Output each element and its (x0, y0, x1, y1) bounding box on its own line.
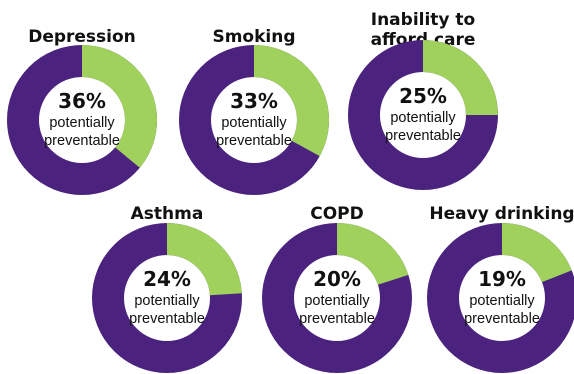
donut-value-slice (337, 223, 409, 285)
preventable-label: preventable (385, 128, 461, 144)
chart-title: Inability to (371, 10, 475, 30)
preventable-label: potentially (49, 115, 115, 131)
preventable-label: potentially (390, 110, 456, 126)
chart-title: Smoking (212, 27, 295, 47)
preventable-label: potentially (304, 293, 370, 309)
donut-value-slice (167, 223, 242, 296)
donut-chart: Depression 36% potentially preventable (7, 27, 157, 195)
preventable-label: potentially (134, 293, 200, 309)
chart-title: Heavy drinking (429, 204, 574, 224)
preventable-label: preventable (44, 133, 120, 149)
preventable-label: preventable (299, 311, 375, 327)
donut-value-slice (82, 45, 157, 168)
percent-label: 33% (230, 89, 278, 113)
preventable-label: preventable (464, 311, 540, 327)
preventable-label: potentially (221, 115, 287, 131)
donut-value-slice (423, 40, 498, 115)
preventable-label: preventable (216, 133, 292, 149)
donut-chart: Heavy drinking 19% potentially preventable (427, 204, 574, 373)
percent-label: 19% (478, 267, 526, 291)
donut-value-slice (254, 45, 330, 157)
chart-title: COPD (310, 204, 364, 224)
donut-chart: Smoking 33% potentially preventable (179, 27, 330, 195)
donut-value-slice (502, 223, 572, 283)
percent-label: 25% (399, 84, 447, 108)
chart-title: Depression (28, 27, 136, 47)
percent-label: 36% (58, 89, 106, 113)
chart-title: Asthma (131, 204, 204, 224)
donut-chart: Asthma 24% potentially preventable (92, 204, 242, 373)
donut-chart: COPD 20% potentially preventable (262, 204, 412, 373)
percent-label: 20% (313, 267, 361, 291)
preventable-label: potentially (469, 293, 535, 309)
percent-label: 24% (143, 267, 191, 291)
preventable-label: preventable (129, 311, 205, 327)
